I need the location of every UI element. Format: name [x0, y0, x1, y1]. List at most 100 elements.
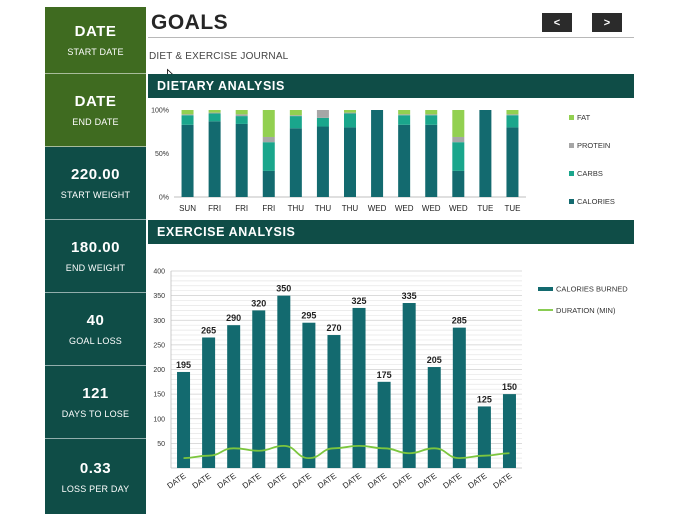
diet-x-tick-label: TUE — [477, 204, 493, 213]
diet-x-tick-label: WED — [422, 204, 441, 213]
end-weight-value: 180.00 — [71, 239, 120, 256]
days-to-lose-value: 121 — [82, 385, 109, 402]
exercise-x-tick-label: DATE — [241, 471, 263, 490]
diet-bar-calories — [344, 127, 356, 197]
calories-burned-data-label: 325 — [352, 296, 367, 306]
diet-bar-protein — [344, 112, 356, 114]
calories-burned-data-label: 285 — [452, 316, 467, 326]
diet-bar-carbs — [344, 113, 356, 128]
diet-bar-calories — [262, 170, 275, 197]
goal-loss-card: 40 GOAL LOSS — [45, 293, 146, 366]
calories-burned-data-label: 265 — [201, 325, 216, 335]
exercise-x-tick-label: DATE — [441, 471, 463, 490]
diet-legend-swatch — [569, 115, 574, 120]
exercise-x-tick-label: DATE — [491, 471, 513, 490]
exercise-y-tick-label: 300 — [153, 318, 165, 325]
diet-bar-carbs — [181, 115, 194, 125]
calories-burned-data-label: 195 — [176, 360, 191, 370]
diet-bar-calories — [235, 123, 248, 197]
calories-burned-data-label: 175 — [377, 370, 392, 380]
diet-bar-carbs — [452, 142, 465, 171]
diet-bar-calories — [452, 170, 465, 197]
diet-bar-fat — [208, 110, 221, 113]
calories-burned-data-label: 125 — [477, 394, 492, 404]
diet-bar-carbs — [235, 116, 248, 124]
loss-per-day-label: LOSS PER DAY — [61, 483, 130, 494]
diet-bar-fat — [344, 110, 356, 113]
diet-x-tick-label: THU — [288, 204, 305, 213]
calories-burned-data-label: 150 — [502, 382, 517, 392]
diet-x-tick-label: WED — [449, 204, 468, 213]
loss-per-day-card: 0.33 LOSS PER DAY — [45, 439, 146, 514]
chevron-right-icon: > — [603, 16, 611, 29]
end-weight-card: 180.00 END WEIGHT — [45, 220, 146, 293]
calories-burned-legend-label: CALORIES BURNED — [556, 285, 628, 294]
diet-bar-protein — [235, 114, 248, 117]
diet-bar-protein — [262, 136, 275, 143]
diet-bar-protein — [398, 114, 411, 116]
calories-burned-bar — [202, 337, 216, 468]
exercise-x-tick-label: DATE — [166, 471, 188, 490]
diet-legend-label: CARBS — [577, 169, 603, 178]
calories-burned-legend-swatch — [538, 287, 553, 291]
diet-y-tick-label: 100% — [151, 108, 169, 115]
title-divider — [148, 37, 634, 38]
calories-burned-bar — [427, 367, 441, 468]
calories-burned-bar — [277, 295, 291, 468]
exercise-x-tick-label: DATE — [391, 471, 413, 490]
days-to-lose-label: DAYS TO LOSE — [61, 409, 130, 419]
exercise-x-tick-label: DATE — [191, 471, 213, 490]
diet-bar-protein — [316, 110, 329, 118]
diet-bar-fat — [452, 110, 465, 137]
diet-bar-calories — [506, 127, 519, 197]
diet-bar-carbs — [316, 117, 329, 127]
calories-burned-bar — [402, 303, 416, 468]
exercise-x-tick-label: DATE — [291, 471, 313, 490]
start-date-card: DATE START DATE — [45, 7, 146, 74]
goal-loss-label: GOAL LOSS — [69, 336, 122, 346]
duration-legend-label: DURATION (MIN) — [556, 306, 616, 315]
diet-legend-label: FAT — [577, 113, 591, 122]
duration-line — [183, 444, 510, 460]
page-title: GOALS — [151, 11, 229, 34]
start-date-label: START DATE — [67, 47, 124, 57]
summary-sidebar: DATE START DATE DATE END DATE 220.00 STA… — [45, 7, 146, 514]
calories-burned-bar — [327, 335, 341, 468]
diet-legend-label: PROTEIN — [577, 141, 610, 150]
diet-x-tick-label: FRI — [208, 204, 221, 213]
start-weight-label: START WEIGHT — [60, 190, 131, 200]
calories-burned-bar — [452, 327, 466, 468]
diet-x-tick-label: WED — [368, 204, 387, 213]
exercise-analysis-header: EXERCISE ANALYSIS — [148, 220, 634, 244]
diet-x-tick-label: FRI — [235, 204, 248, 213]
calories-burned-data-label: 270 — [326, 323, 341, 333]
exercise-y-tick-label: 250 — [153, 342, 165, 349]
calories-burned-bar — [477, 406, 491, 468]
diet-bar-fat — [425, 110, 438, 115]
diet-bar-carbs — [262, 142, 275, 171]
start-weight-value: 220.00 — [71, 166, 120, 183]
diet-legend-swatch — [569, 171, 574, 176]
diet-bar-fat — [181, 110, 194, 115]
exercise-x-tick-label: DATE — [216, 471, 238, 490]
diet-x-tick-label: THU — [342, 204, 359, 213]
start-date-value: DATE — [74, 23, 117, 40]
diet-bar-carbs — [398, 115, 411, 125]
diet-bar-calories — [208, 121, 221, 197]
exercise-x-tick-label: DATE — [316, 471, 338, 490]
exercise-y-tick-label: 200 — [153, 367, 165, 374]
diet-x-tick-label: TUE — [504, 204, 520, 213]
exercise-x-tick-label: DATE — [466, 471, 488, 490]
exercise-x-tick-label: DATE — [266, 471, 288, 490]
next-button[interactable]: > — [592, 13, 622, 32]
end-date-card: DATE END DATE — [45, 74, 146, 147]
previous-button[interactable]: < — [542, 13, 572, 32]
goal-loss-value: 40 — [86, 312, 105, 329]
exercise-y-tick-label: 400 — [153, 269, 165, 276]
page-subtitle: DIET & EXERCISE JOURNAL — [149, 51, 289, 62]
diet-bar-fat — [235, 110, 248, 115]
diet-bar-protein — [425, 114, 438, 116]
calories-burned-data-label: 335 — [402, 291, 417, 301]
diet-bar-protein — [181, 114, 194, 116]
